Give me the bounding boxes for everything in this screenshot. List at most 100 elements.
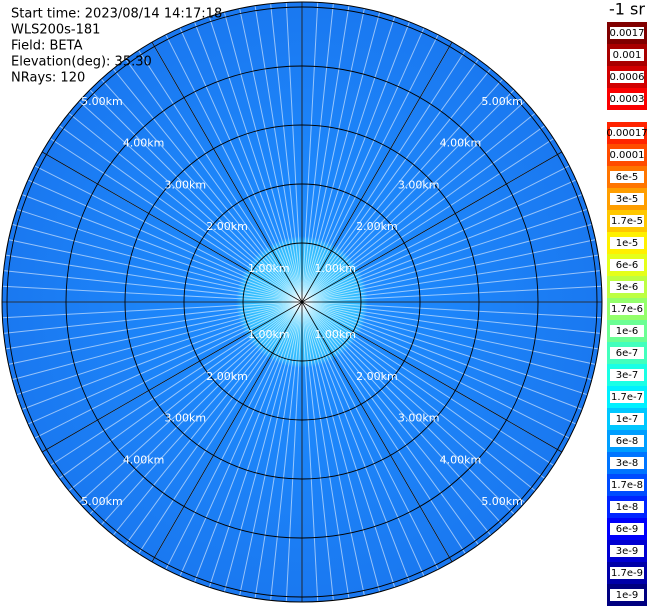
ray	[27, 301, 303, 425]
range-ring	[242, 242, 362, 362]
range-rings	[1, 1, 603, 603]
colorbar-label: 6e-8	[616, 436, 639, 447]
range-label: 1.00km	[248, 262, 290, 275]
ray	[301, 301, 554, 466]
ray	[301, 301, 410, 583]
ray	[301, 301, 504, 526]
ray	[16, 301, 303, 396]
ray	[301, 8, 365, 303]
range-ring	[65, 65, 539, 539]
label-box	[610, 237, 644, 249]
ray	[2, 301, 303, 319]
range-label: 4.00km	[123, 137, 165, 150]
label-box	[610, 259, 644, 271]
label-box	[610, 325, 644, 337]
range-label: 2.00km	[356, 370, 398, 383]
range-label: 5.00km	[481, 495, 523, 508]
ray	[100, 78, 303, 303]
ray	[301, 301, 526, 504]
ray	[254, 5, 303, 303]
header: Start time: 2023/08/14 14:17:18WLS200s-1…	[11, 7, 222, 86]
label-box	[610, 567, 644, 579]
label-box	[610, 149, 644, 161]
range-label: 4.00km	[123, 453, 165, 466]
ray	[301, 68, 492, 303]
label-box	[610, 479, 644, 491]
ray	[194, 21, 303, 303]
ray	[208, 16, 303, 303]
ray	[68, 301, 303, 492]
colorbar-label: 0.0006	[610, 72, 645, 83]
colorbar: -1 sr 0.0017 0.001 0.0006 0.0003 0.00017 0.00…	[606, 0, 647, 606]
ray	[2, 285, 303, 303]
colorbar-label: 6e-5	[616, 172, 639, 183]
colorbar-label: 0.0001	[610, 150, 645, 161]
ray	[179, 27, 303, 303]
ray	[8, 239, 303, 303]
ray	[301, 301, 545, 479]
colorbar-label: 1e-6	[616, 326, 639, 337]
ray	[301, 16, 396, 303]
colorbar-label: 3e-8	[616, 458, 639, 469]
ray	[301, 301, 577, 425]
ray	[223, 12, 303, 303]
ray	[301, 301, 592, 381]
ray	[68, 112, 303, 303]
label-box	[610, 523, 644, 535]
colorbar-label: 1.7e-6	[611, 304, 643, 315]
colorbar-label: 1e-7	[616, 414, 639, 425]
label-box	[610, 369, 644, 381]
colorbar-label: 3e-5	[616, 194, 639, 205]
ray	[125, 59, 303, 303]
ray	[50, 301, 303, 466]
colorbar-label: 1e-8	[616, 502, 639, 513]
ray	[59, 125, 303, 303]
header-line: Elevation(deg): 35.30	[11, 55, 152, 70]
outer-ring	[1, 1, 603, 603]
label-box	[610, 71, 644, 83]
ray	[34, 301, 303, 439]
label-box	[610, 501, 644, 513]
range-labels: 1.00km 1.00km 1.00km 1.00km 2.00km 2.00km 2.00…	[81, 95, 523, 508]
ray	[89, 301, 303, 515]
label-box	[610, 93, 644, 105]
ray	[301, 194, 583, 303]
ray	[301, 179, 577, 303]
ray	[301, 301, 439, 570]
colorbar-label: 3e-7	[616, 370, 639, 381]
ray	[194, 301, 303, 583]
ray	[301, 285, 602, 303]
ray	[239, 301, 303, 596]
colorbar-label: 1.7e-5	[611, 216, 643, 227]
ray	[27, 179, 303, 303]
ray	[301, 27, 425, 303]
label-box	[610, 281, 644, 293]
ray	[5, 301, 303, 350]
label-box	[610, 413, 644, 425]
ray	[3, 301, 303, 334]
colorbar-label: 0.0003	[610, 94, 645, 105]
range-ring	[124, 124, 480, 480]
ray	[301, 301, 492, 536]
ray	[285, 2, 303, 303]
range-ring	[183, 183, 421, 421]
ray	[112, 68, 303, 303]
range-label: 1.00km	[248, 328, 290, 341]
ray	[301, 112, 536, 303]
ray	[301, 301, 479, 545]
ray	[301, 138, 554, 303]
ray	[301, 301, 350, 599]
ray	[21, 301, 303, 410]
ray	[301, 301, 588, 396]
ray	[270, 3, 303, 303]
colorbar-label: 6e-9	[616, 524, 639, 535]
ray	[165, 301, 303, 570]
label-box	[610, 27, 644, 39]
ray	[3, 270, 303, 303]
range-label: 2.00km	[356, 220, 398, 233]
label-box	[610, 171, 644, 183]
range-label: 3.00km	[398, 178, 440, 191]
ray	[301, 301, 334, 601]
ray	[301, 301, 596, 365]
